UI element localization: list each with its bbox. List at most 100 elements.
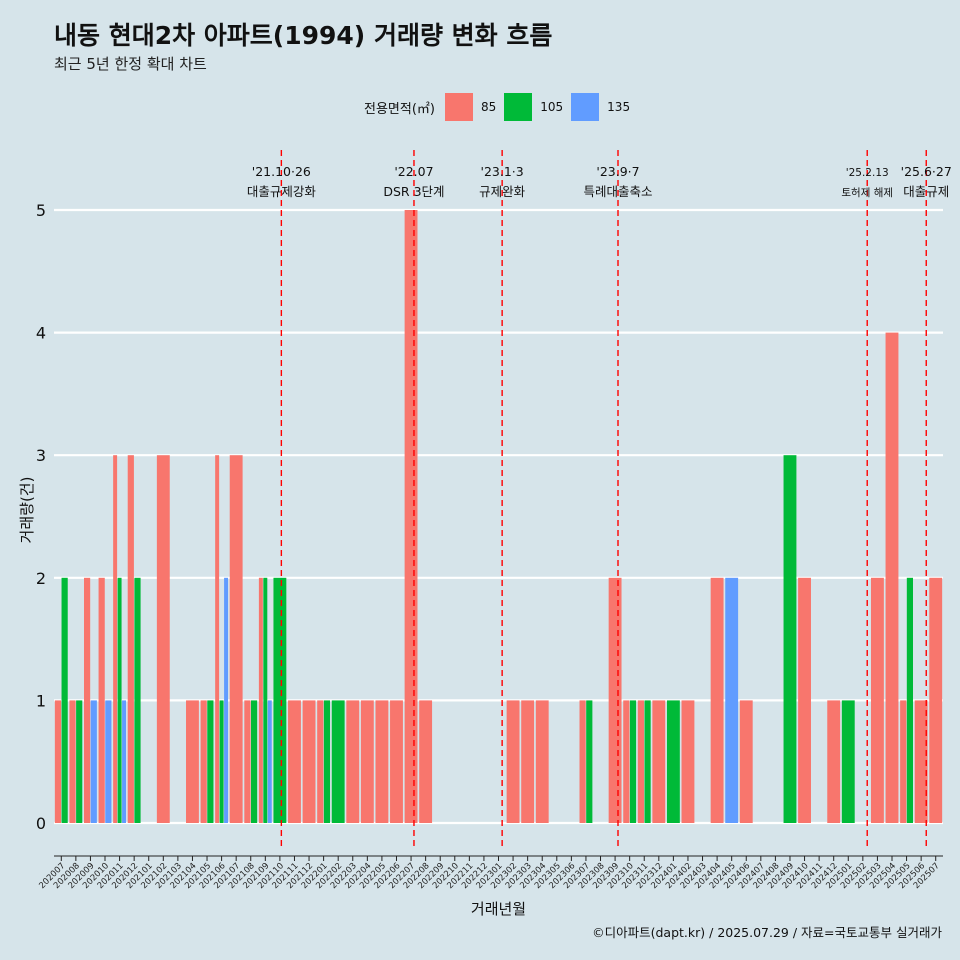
legend-item-135: 135 xyxy=(571,93,630,121)
y-tick-label: 3 xyxy=(36,446,46,465)
bar-202506-85 xyxy=(914,700,928,823)
legend-swatch-105 xyxy=(504,93,533,121)
bar-202108-105 xyxy=(250,700,258,823)
event-date-label: '23.9·7 xyxy=(596,164,639,179)
legend-label-135: 135 xyxy=(607,100,631,114)
bar-202105-105 xyxy=(207,700,214,823)
y-tick-label: 4 xyxy=(36,324,46,343)
bar-202302-85 xyxy=(506,700,520,823)
event-name-label: 특례대출축소 xyxy=(583,184,652,199)
bar-202507-85 xyxy=(929,577,943,823)
bar-202107-85 xyxy=(229,455,243,823)
bar-202011-135 xyxy=(122,700,127,823)
event-date-label: '23.1·3 xyxy=(481,164,524,179)
bar-202011-105 xyxy=(117,577,122,823)
bar-202501-105 xyxy=(841,700,855,823)
bar-202208-85 xyxy=(419,700,433,823)
y-tick-label: 1 xyxy=(36,691,46,710)
bar-202205-85 xyxy=(375,700,389,823)
legend: 전용면적(㎡) 85 105 135 xyxy=(364,93,638,121)
bar-202504-85 xyxy=(885,332,899,823)
bar-202206-85 xyxy=(390,700,403,823)
bar-202307-105 xyxy=(586,700,593,823)
bar-202203-85 xyxy=(346,700,360,823)
bar-202505-105 xyxy=(906,577,914,823)
bar-202202-105 xyxy=(331,700,345,823)
bar-202106-135 xyxy=(224,577,229,823)
bar-202409-105 xyxy=(783,455,797,823)
bar-202007-85 xyxy=(54,700,62,823)
bar-202204-85 xyxy=(360,700,374,823)
bar-202009-85 xyxy=(83,577,91,823)
event-name-label: 토허제 해제 xyxy=(841,186,893,199)
bar-202010-85 xyxy=(98,577,105,823)
bar-202304-85 xyxy=(535,700,549,823)
bar-202410-85 xyxy=(798,577,811,823)
y-tick-label: 0 xyxy=(36,814,46,833)
bar-202106-105 xyxy=(219,700,224,823)
page-subtitle: 최근 5년 한정 확대 차트 xyxy=(54,55,207,73)
bar-202201-105 xyxy=(323,700,331,823)
bar-202010-135 xyxy=(105,700,112,823)
bar-202310-105 xyxy=(629,700,637,823)
bar-202109-85 xyxy=(258,577,263,823)
bar-202012-85 xyxy=(127,455,134,823)
bar-202503-85 xyxy=(870,577,884,823)
event-date-label: '25.6·27 xyxy=(901,164,952,179)
legend-swatch-135 xyxy=(571,93,600,121)
bar-202007-105 xyxy=(61,577,68,823)
bar-202405-135 xyxy=(725,577,739,823)
bar-202311-85 xyxy=(637,700,644,823)
bar-202311-105 xyxy=(644,700,651,823)
bar-202102-85 xyxy=(156,455,170,823)
bar-202008-85 xyxy=(69,700,76,823)
bar-202310-85 xyxy=(623,700,630,823)
bar-202207-85 xyxy=(404,210,418,823)
bar-202112-85 xyxy=(302,700,316,823)
bar-202402-85 xyxy=(681,700,695,823)
x-axis-title: 거래년월 xyxy=(471,900,526,918)
bar-202303-85 xyxy=(521,700,535,823)
y-tick-label: 2 xyxy=(36,569,46,588)
bar-202309-85 xyxy=(608,577,622,823)
bar-202201-85 xyxy=(317,700,324,823)
legend-label-85: 85 xyxy=(480,100,497,114)
event-name-label: 규제완화 xyxy=(479,184,526,199)
bar-202109-135 xyxy=(267,700,272,823)
event-name-label: DSR 3단계 xyxy=(383,184,444,199)
event-date-label: '22.07 xyxy=(394,164,433,179)
source-caption: ©디아파트(dapt.kr) / 2025.07.29 / 자료=국토교통부 실… xyxy=(592,925,942,940)
bar-202307-85 xyxy=(579,700,586,823)
event-name-label: 대출규제 xyxy=(903,184,949,199)
bar-202412-85 xyxy=(827,700,841,823)
bar-202009-135 xyxy=(90,700,97,823)
event-date-label: '25.2.13 xyxy=(846,167,889,179)
bar-202105-85 xyxy=(200,700,207,823)
bar-202404-85 xyxy=(710,577,724,823)
y-axis-title: 거래량(건) xyxy=(18,477,36,544)
bar-202106-85 xyxy=(215,455,220,823)
bar-202401-105 xyxy=(666,700,680,823)
legend-item-105: 105 xyxy=(504,93,563,121)
bar-202108-85 xyxy=(244,700,251,823)
legend-swatch-85 xyxy=(444,93,473,121)
bar-202406-85 xyxy=(739,700,753,823)
legend-title: 전용면적(㎡) xyxy=(364,101,435,117)
legend-label-105: 105 xyxy=(540,100,564,114)
event-name-label: 대출규제강화 xyxy=(247,184,317,199)
bar-202505-85 xyxy=(900,700,907,823)
event-date-label: '21.10·26 xyxy=(252,164,311,179)
bar-202109-105 xyxy=(263,577,268,823)
bar-202011-85 xyxy=(113,455,118,823)
bar-202008-105 xyxy=(76,700,83,823)
y-tick-label: 5 xyxy=(36,201,46,220)
bar-202111-85 xyxy=(288,700,301,823)
bar-202012-105 xyxy=(134,577,141,823)
bar-202104-85 xyxy=(186,700,199,823)
legend-item-85: 85 xyxy=(444,93,497,121)
page-title: 내동 현대2차 아파트(1994) 거래량 변화 흐름 xyxy=(54,21,553,50)
bar-202312-85 xyxy=(652,700,666,823)
bar-202110-105 xyxy=(273,577,287,823)
